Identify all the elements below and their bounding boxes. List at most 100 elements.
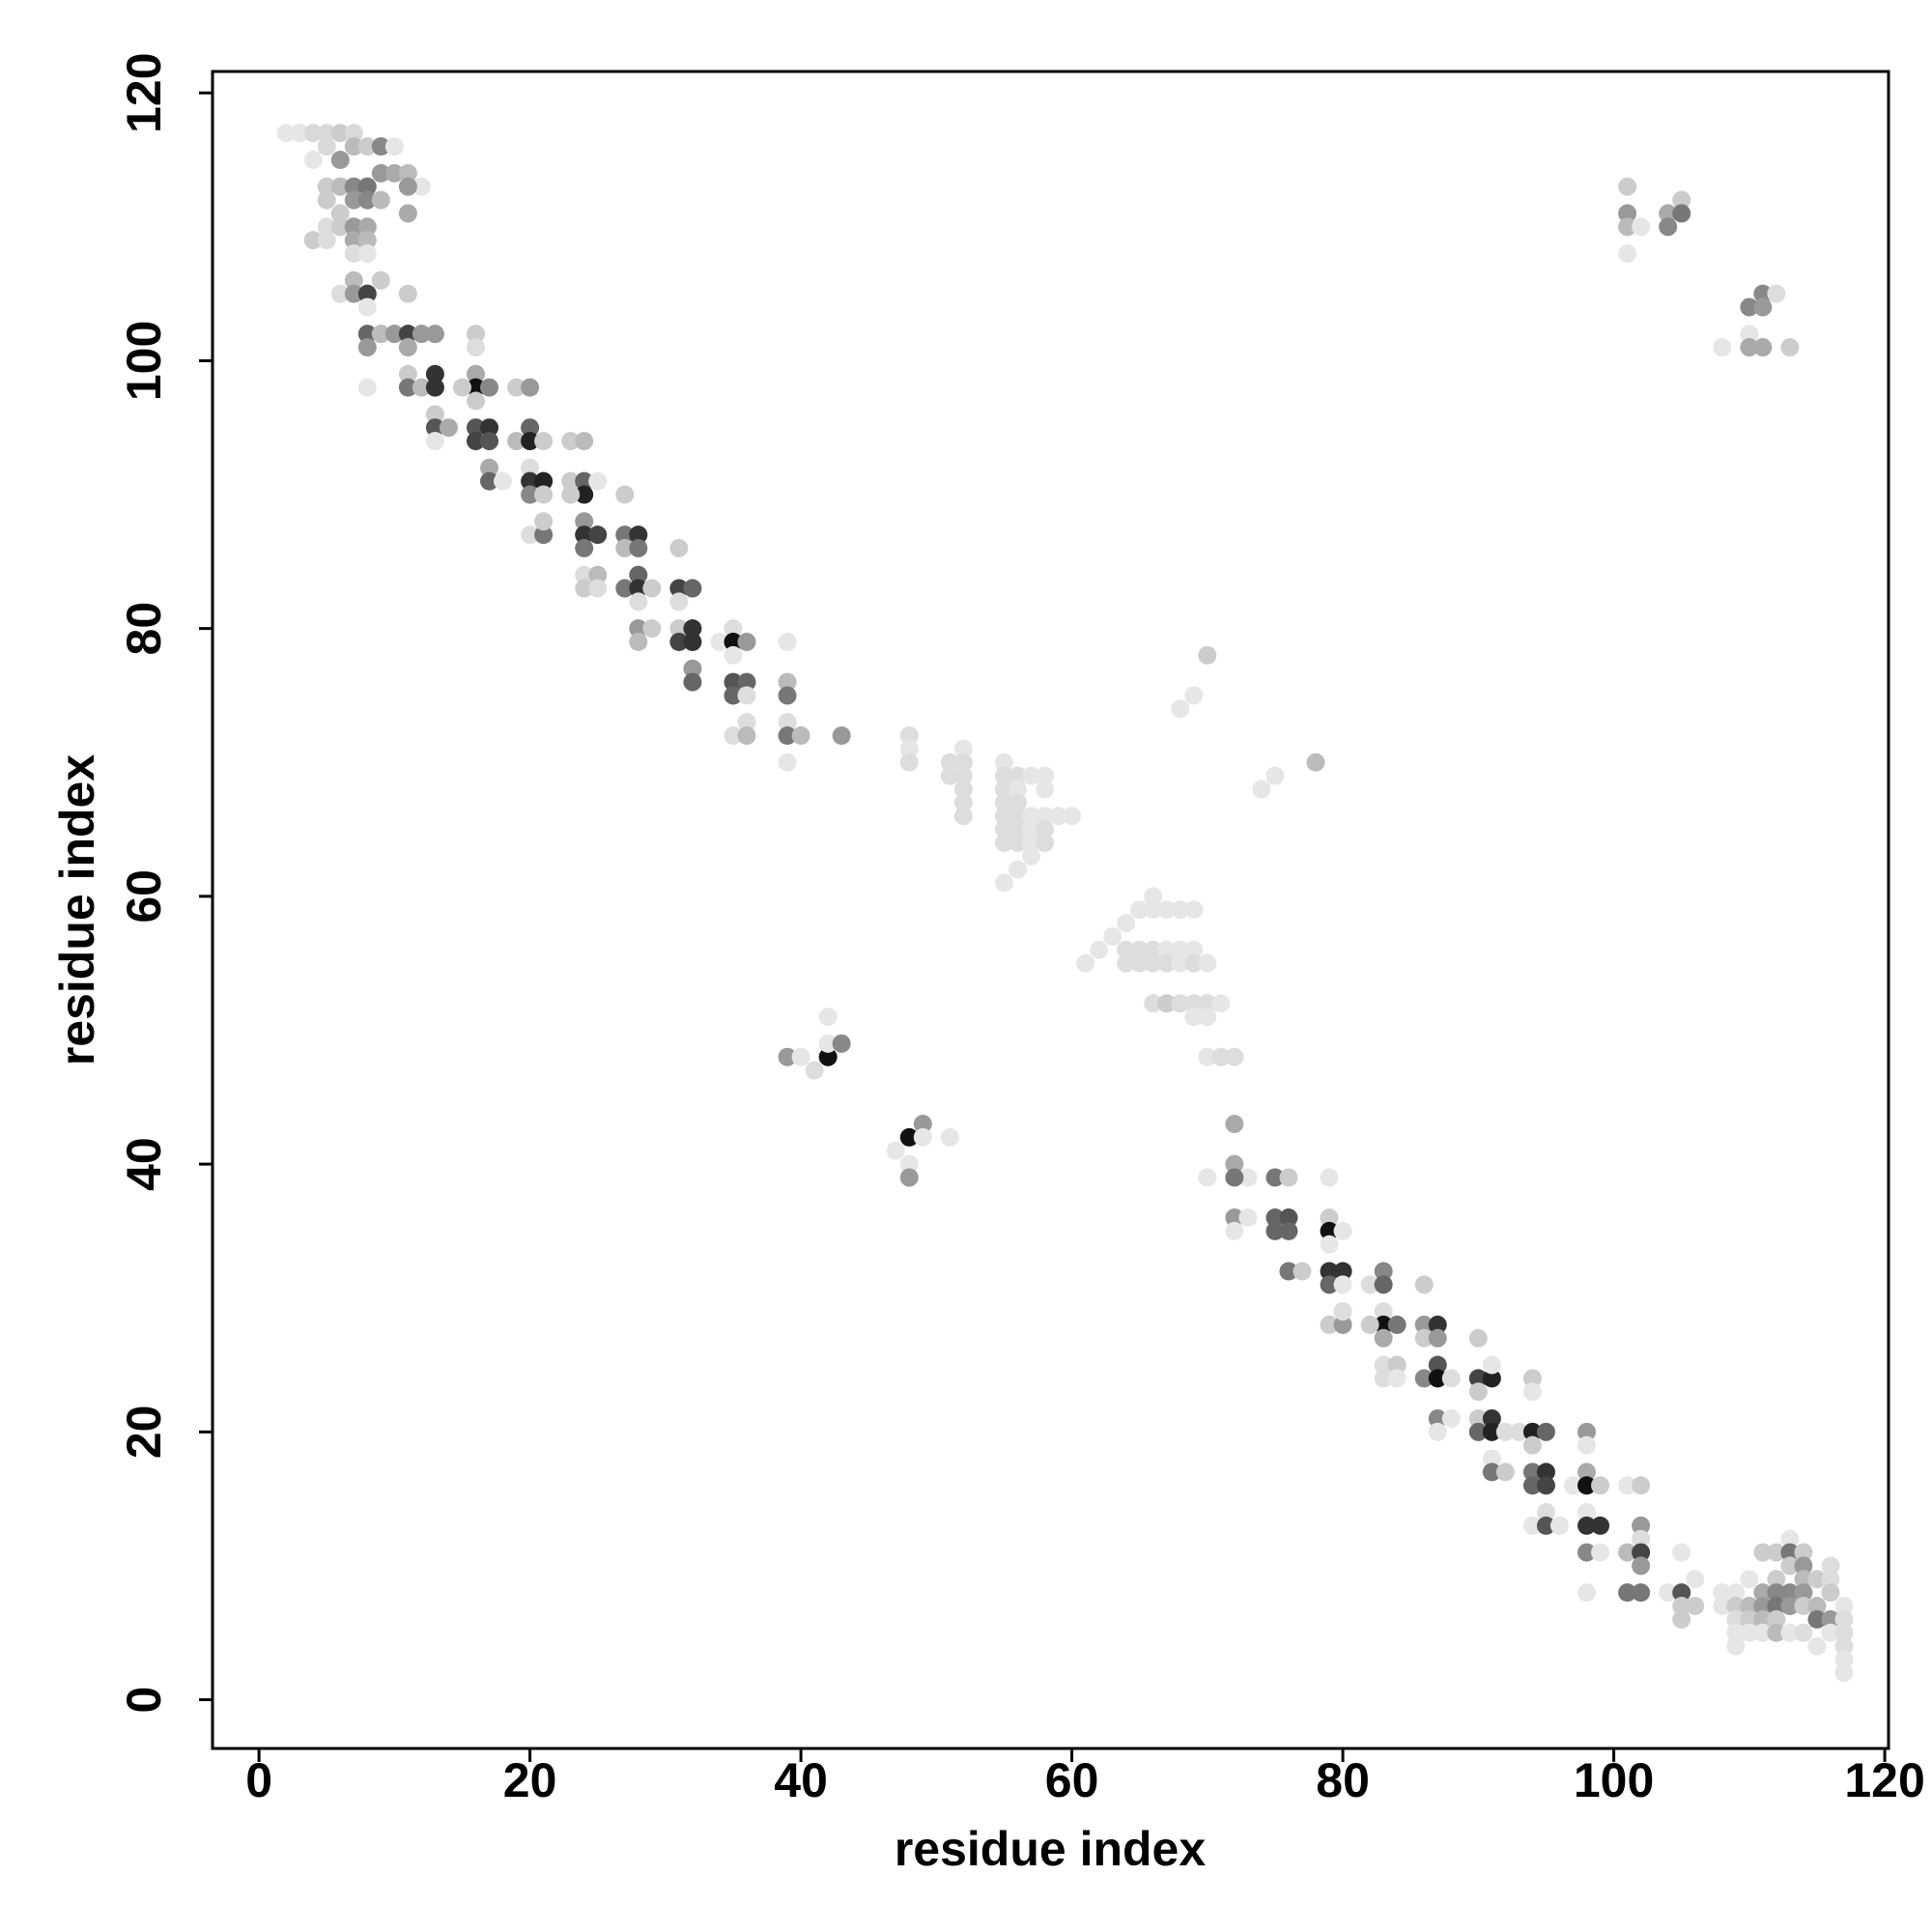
contact-point (534, 471, 554, 491)
contact-point (480, 418, 499, 438)
contact-point (1036, 766, 1055, 785)
contact-point (1320, 1275, 1339, 1294)
contact-point (1008, 793, 1027, 812)
contact-point (1428, 1422, 1447, 1441)
contact-point (1171, 953, 1190, 973)
contact-point (1807, 1609, 1827, 1629)
contact-point (1726, 1583, 1746, 1603)
contact-point (588, 579, 608, 598)
contact-point (1184, 940, 1204, 959)
contact-point (344, 231, 363, 250)
contact-point (1834, 1623, 1854, 1642)
contact-point (737, 726, 756, 746)
contact-point (1198, 1047, 1217, 1066)
contact-point (507, 378, 526, 397)
contact-point (1198, 645, 1217, 665)
contact-point (521, 378, 540, 397)
contact-point (1753, 1543, 1773, 1562)
contact-point (1618, 217, 1637, 237)
contact-point (1740, 325, 1759, 344)
contact-point (778, 753, 797, 772)
contact-point (1591, 1516, 1610, 1535)
contact-point (1184, 953, 1204, 973)
contact-point (669, 619, 689, 639)
contact-point (317, 190, 336, 210)
contact-point (953, 807, 973, 826)
contact-point (276, 124, 296, 143)
contact-point (371, 270, 390, 290)
contact-point (1713, 338, 1732, 357)
contact-point (1171, 699, 1190, 719)
contact-point (575, 432, 594, 451)
contact-point (1577, 1435, 1597, 1455)
contact-point (357, 137, 377, 156)
contact-point (737, 713, 756, 732)
contact-point (1834, 1650, 1854, 1669)
contact-point (724, 645, 743, 665)
contact-point (1279, 1262, 1298, 1281)
contact-point (1726, 1609, 1746, 1629)
contact-point (398, 177, 417, 196)
contact-point (1740, 1623, 1759, 1642)
contact-point (330, 217, 350, 237)
contact-point (1672, 190, 1691, 210)
contact-point (575, 526, 594, 545)
contact-point (1482, 1422, 1501, 1441)
contact-point (1482, 1463, 1501, 1482)
contact-point (1767, 1597, 1786, 1616)
contact-point (953, 739, 973, 758)
contact-point (521, 432, 540, 451)
contact-point (791, 1047, 810, 1066)
contact-point (398, 204, 417, 223)
contact-point (737, 672, 756, 692)
contact-point (1821, 1623, 1840, 1642)
contact-point (1780, 1543, 1800, 1562)
contact-point (1293, 1262, 1312, 1281)
contact-point (953, 793, 973, 812)
contact-point (1387, 1355, 1406, 1375)
contact-point (317, 137, 336, 156)
contact-point (357, 231, 377, 250)
contact-point (1522, 1382, 1542, 1402)
contact-point (344, 244, 363, 264)
contact-point (1821, 1583, 1840, 1603)
contact-point (398, 338, 417, 357)
contact-point (615, 579, 635, 598)
contact-point (629, 619, 648, 639)
contact-point (1130, 940, 1150, 959)
contact-point (913, 1127, 932, 1147)
contact-point (1184, 686, 1204, 705)
contact-point (575, 512, 594, 531)
contact-point (1794, 1556, 1813, 1576)
contact-point (1036, 820, 1055, 839)
contact-point (303, 231, 323, 250)
contact-point (1577, 1502, 1597, 1521)
contact-point (357, 338, 377, 357)
contact-point (317, 177, 336, 196)
contact-point (1794, 1543, 1813, 1562)
contact-point (588, 526, 608, 545)
contact-point (1198, 994, 1217, 1013)
contact-point (805, 1061, 824, 1080)
contact-point (452, 378, 471, 397)
contact-point (1008, 766, 1027, 785)
contact-point (1428, 1315, 1447, 1334)
contact-point (1726, 1636, 1746, 1656)
contact-point (669, 592, 689, 611)
contact-point (1320, 1221, 1339, 1240)
contact-point (1672, 1597, 1691, 1616)
contact-point (994, 807, 1013, 826)
contact-point (818, 1034, 838, 1053)
contact-point (1753, 338, 1773, 357)
contact-point (371, 190, 390, 210)
contact-point (1618, 177, 1637, 196)
y-tick-label: 20 (117, 1406, 171, 1460)
contact-point (1198, 1168, 1217, 1187)
contact-point (1780, 1623, 1800, 1642)
contact-point (899, 726, 919, 746)
contact-point (1834, 1597, 1854, 1616)
contact-point (1632, 1543, 1651, 1562)
contact-point (1117, 953, 1136, 973)
contact-point (629, 565, 648, 584)
